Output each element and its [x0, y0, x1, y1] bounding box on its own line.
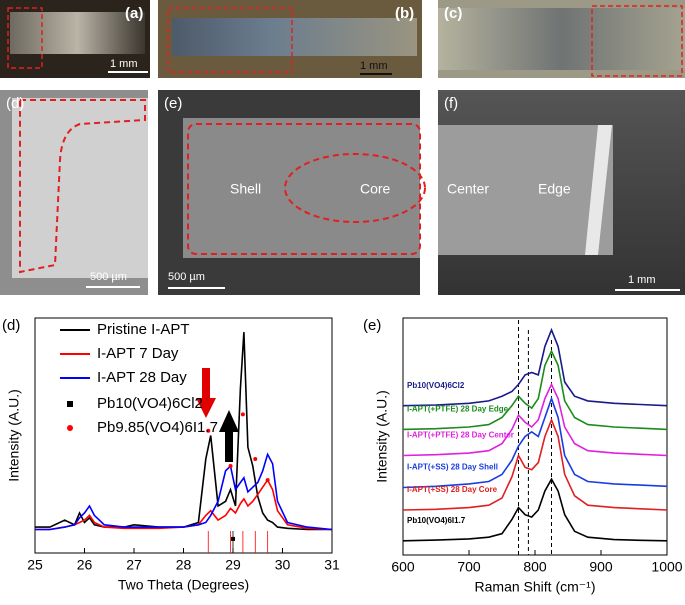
legend-label: Pb10(VO4)6Cl2 [97, 395, 203, 412]
series-label: I-APT(+SS) 28 Day Core [407, 485, 498, 494]
series-line [402, 349, 668, 431]
panel-label: (e) [164, 95, 182, 112]
panel-label: (e) [363, 317, 381, 334]
series-line [402, 327, 668, 407]
scale-text: 1 mm [628, 274, 656, 286]
x-tick-label: 25 [27, 557, 43, 573]
panel-label: (b) [395, 5, 414, 22]
panel-label: (a) [125, 5, 143, 22]
marker [228, 464, 233, 469]
x-tick-label: 800 [523, 559, 547, 575]
marker [206, 428, 211, 433]
x-tick-label: 30 [275, 557, 291, 573]
roi-box [167, 7, 293, 73]
arrow-up [219, 410, 239, 462]
x-tick-label: 31 [324, 557, 340, 573]
marker [240, 412, 245, 417]
legend-label: I-APT 7 Day [97, 345, 179, 362]
legend-label: Pb9.85(VO4)6I1.7 [97, 419, 218, 436]
x-tick-label: 26 [77, 557, 93, 573]
panel-label: (d) [6, 95, 24, 112]
edge-highlight [585, 125, 612, 255]
y-axis-label: Intensity (A.U.) [374, 390, 390, 483]
roi-box [7, 7, 43, 69]
roi-box [591, 5, 683, 77]
series-label: I-APT(+SS) 28 Day Shell [407, 463, 498, 472]
photo-b: (b) 1 mm [158, 0, 422, 78]
region-label: Core [360, 181, 391, 197]
photo-a: (a) 1 mm [0, 0, 150, 78]
sample [12, 98, 148, 278]
marker [253, 457, 258, 461]
y-axis-label: Intensity (A.U.) [6, 389, 22, 482]
legend-label: Pristine I-APT [97, 321, 190, 338]
sem-e: (e) Shell Core 500 µm [158, 90, 426, 295]
region-label: Center [447, 181, 489, 197]
region-label: Shell [230, 181, 261, 197]
x-axis-label: Raman Shift (cm⁻¹) [475, 579, 596, 595]
x-tick-label: 28 [176, 557, 192, 573]
legend-swatch [67, 401, 73, 407]
x-tick-label: 600 [391, 559, 415, 575]
panel-label: (d) [2, 317, 20, 334]
scale-text: 1 mm [360, 60, 388, 72]
scale-text: 500 µm [90, 271, 127, 283]
crystal [172, 18, 417, 56]
crystal [438, 8, 685, 70]
photo-c: (c) [438, 0, 685, 78]
panel-label: (f) [444, 95, 458, 112]
sample [183, 118, 420, 258]
panel-label: (c) [444, 5, 462, 22]
core-outline [284, 153, 426, 223]
x-axis-label: Two Theta (Degrees) [118, 577, 249, 593]
series-label: Pb10(VO4)6I1.7 [407, 516, 466, 525]
roi-outline [187, 123, 421, 255]
arrow-down [196, 368, 216, 418]
series-line [402, 477, 668, 542]
scale-text: 1 mm [110, 58, 138, 70]
sem-d: (d) 500 µm [0, 90, 148, 295]
scale-text: 500 µm [168, 271, 205, 283]
series-label: I-APT(+PTFE) 28 Day Edge [407, 404, 509, 413]
series-line [402, 417, 668, 511]
region-label: Edge [538, 181, 571, 197]
series-line [402, 382, 668, 457]
series-label: Pb10(VO4)6Cl2 [407, 381, 465, 390]
series-label: I-APT(+PTFE) 28 Day Center [407, 431, 514, 440]
x-tick-label: 29 [225, 557, 241, 573]
sample [438, 125, 613, 255]
legend-swatch [67, 425, 73, 431]
x-tick-label: 27 [126, 557, 142, 573]
marker [265, 478, 270, 483]
series-line [35, 332, 332, 531]
legend-label: I-APT 28 Day [97, 369, 187, 386]
x-tick-label: 1000 [651, 559, 682, 575]
x-tick-label: 900 [589, 559, 613, 575]
series-line [402, 396, 668, 489]
series-line [35, 452, 333, 531]
crystal [10, 12, 145, 54]
sem-f: (f) Center Edge 1 mm [438, 90, 685, 295]
x-tick-label: 700 [457, 559, 481, 575]
